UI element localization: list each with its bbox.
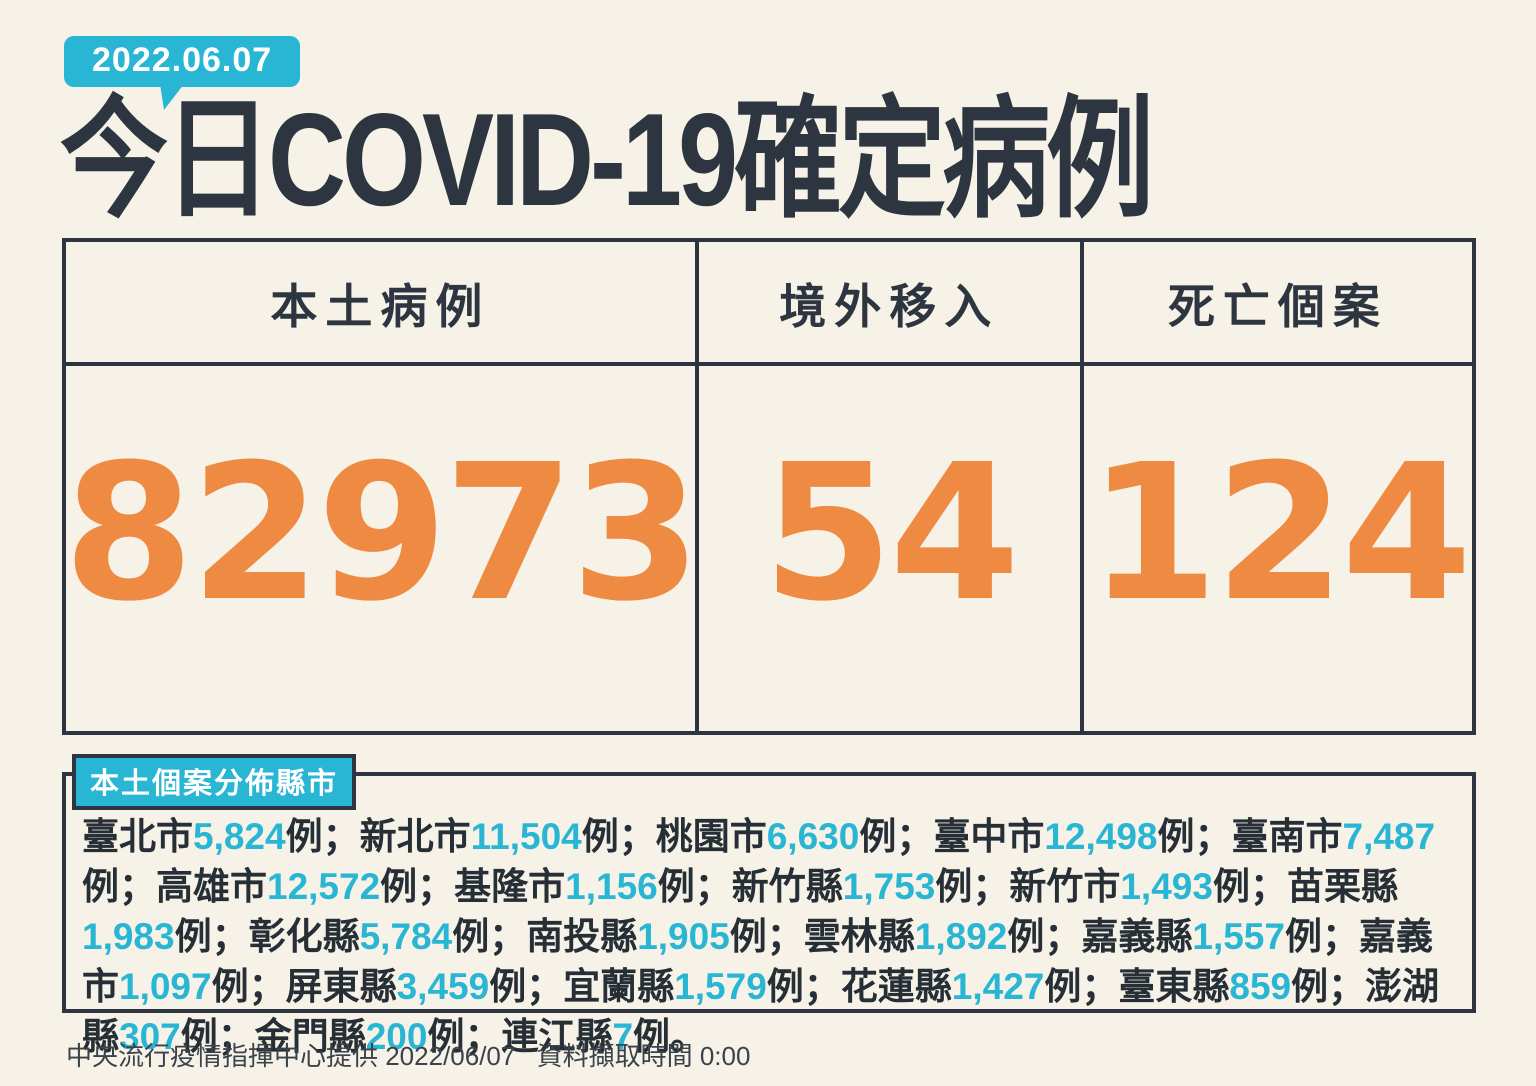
region-count: 1,097 [119,966,212,1007]
region-name: 基隆市 [454,866,566,907]
region-count: 1,493 [1120,866,1213,907]
summary-header-local-cases: 本土病例 [66,242,699,366]
region-count: 1,983 [82,916,175,957]
summary-value-local-cases: 82973 [63,366,701,731]
date-badge-label: 2022.06.07 [92,41,273,79]
region-suffix: 例； [1291,966,1366,1007]
region-suffix: 例； [380,866,455,907]
region-count: 1,579 [674,966,767,1007]
region-suffix: 例； [285,816,360,857]
region-suffix: 例； [82,866,156,907]
region-name: 花蓮縣 [840,966,952,1007]
distribution-badge: 本土個案分佈縣市 [72,754,357,810]
region-name: 澎湖縣 [82,966,1440,1057]
region-suffix: 例； [452,916,527,957]
region-count: 1,753 [842,866,936,907]
region-name: 臺東縣 [1118,966,1230,1007]
page-title: 今日COVID-19確定病例 [60,85,1154,234]
region-suffix: 例； [1007,916,1082,957]
region-suffix: 例； [581,816,656,857]
region-name: 新竹市 [1009,866,1121,907]
region-count: 1,905 [637,916,730,957]
region-suffix: 例； [211,966,286,1007]
region-count: 6,630 [766,816,860,857]
region-suffix: 例； [766,966,841,1007]
region-name: 新竹縣 [731,866,843,907]
region-name: 新北市 [359,816,471,857]
summary-table: 本土病例 境外移入 死亡個案 82973 54 124 [62,238,1476,735]
region-name: 嘉義縣 [1081,916,1193,957]
region-count: 3,459 [396,966,490,1007]
summary-value-imported-cases: 54 [699,366,1084,731]
region-count: 5,824 [193,816,286,857]
region-suffix: 例； [657,866,732,907]
region-name: 臺中市 [933,816,1045,857]
region-suffix: 例； [174,916,249,957]
region-count: 12,498 [1044,816,1158,857]
region-count: 1,156 [565,866,658,907]
region-name: 南投縣 [526,916,638,957]
region-count: 12,572 [267,866,381,907]
region-name: 宜蘭縣 [563,966,675,1007]
region-name: 連江縣 [501,1016,613,1057]
region-suffix: 例； [1284,916,1359,957]
summary-header-imported-cases: 境外移入 [698,242,1084,366]
region-name: 臺北市 [82,816,193,857]
region-name: 臺南市 [1231,816,1343,857]
region-name: 高雄市 [156,866,267,907]
region-suffix: 例； [489,966,564,1007]
region-count: 7 [612,1016,634,1057]
region-count: 11,504 [470,816,582,857]
region-suffix: 例； [180,1016,255,1057]
region-count: 1,557 [1192,916,1285,957]
region-suffix: 例； [427,1016,502,1057]
region-name: 嘉義市 [82,916,1433,1007]
region-suffix: 例； [1157,816,1232,857]
distribution-text: 臺北市5,824例；新北市11,504例；桃園市6,630例；臺中市12,498… [82,812,1458,1062]
region-count: 307 [119,1016,181,1057]
footer: 中央流行疫情指揮中心提供 2022/06/07 資料擷取時間 0:00 [66,1036,750,1073]
summary-header-deaths: 死亡個案 [1083,242,1472,366]
footer-source: 中央流行疫情指揮中心提供 2022/06/07 [66,1041,516,1071]
region-suffix: 例； [859,816,934,857]
region-suffix: 例； [729,916,804,957]
region-count: 1,427 [951,966,1045,1007]
region-suffix: 例； [935,866,1010,907]
region-count: 1,892 [914,916,1008,957]
region-name: 苗栗縣 [1286,866,1398,907]
date-badge: 2022.06.07 [64,36,301,110]
region-name: 桃園市 [655,816,767,857]
region-suffix: 例； [1212,866,1287,907]
region-count: 5,784 [359,916,453,957]
region-count: 7,487 [1342,816,1436,857]
summary-value-deaths: 124 [1087,424,1472,643]
region-name: 屏東縣 [285,966,397,1007]
region-name: 金門縣 [254,1016,366,1057]
region-count: 859 [1229,966,1292,1007]
region-name: 彰化縣 [248,916,360,957]
distribution-box: 本土個案分佈縣市 臺北市5,824例；新北市11,504例；桃園市6,630例；… [62,754,1476,1057]
footer-extract-time: 資料擷取時間 0:00 [536,1041,751,1071]
region-count: 200 [365,1016,428,1057]
region-suffix: 例； [1044,966,1119,1007]
region-suffix: 例。 [633,1016,708,1057]
region-name: 雲林縣 [803,916,915,957]
